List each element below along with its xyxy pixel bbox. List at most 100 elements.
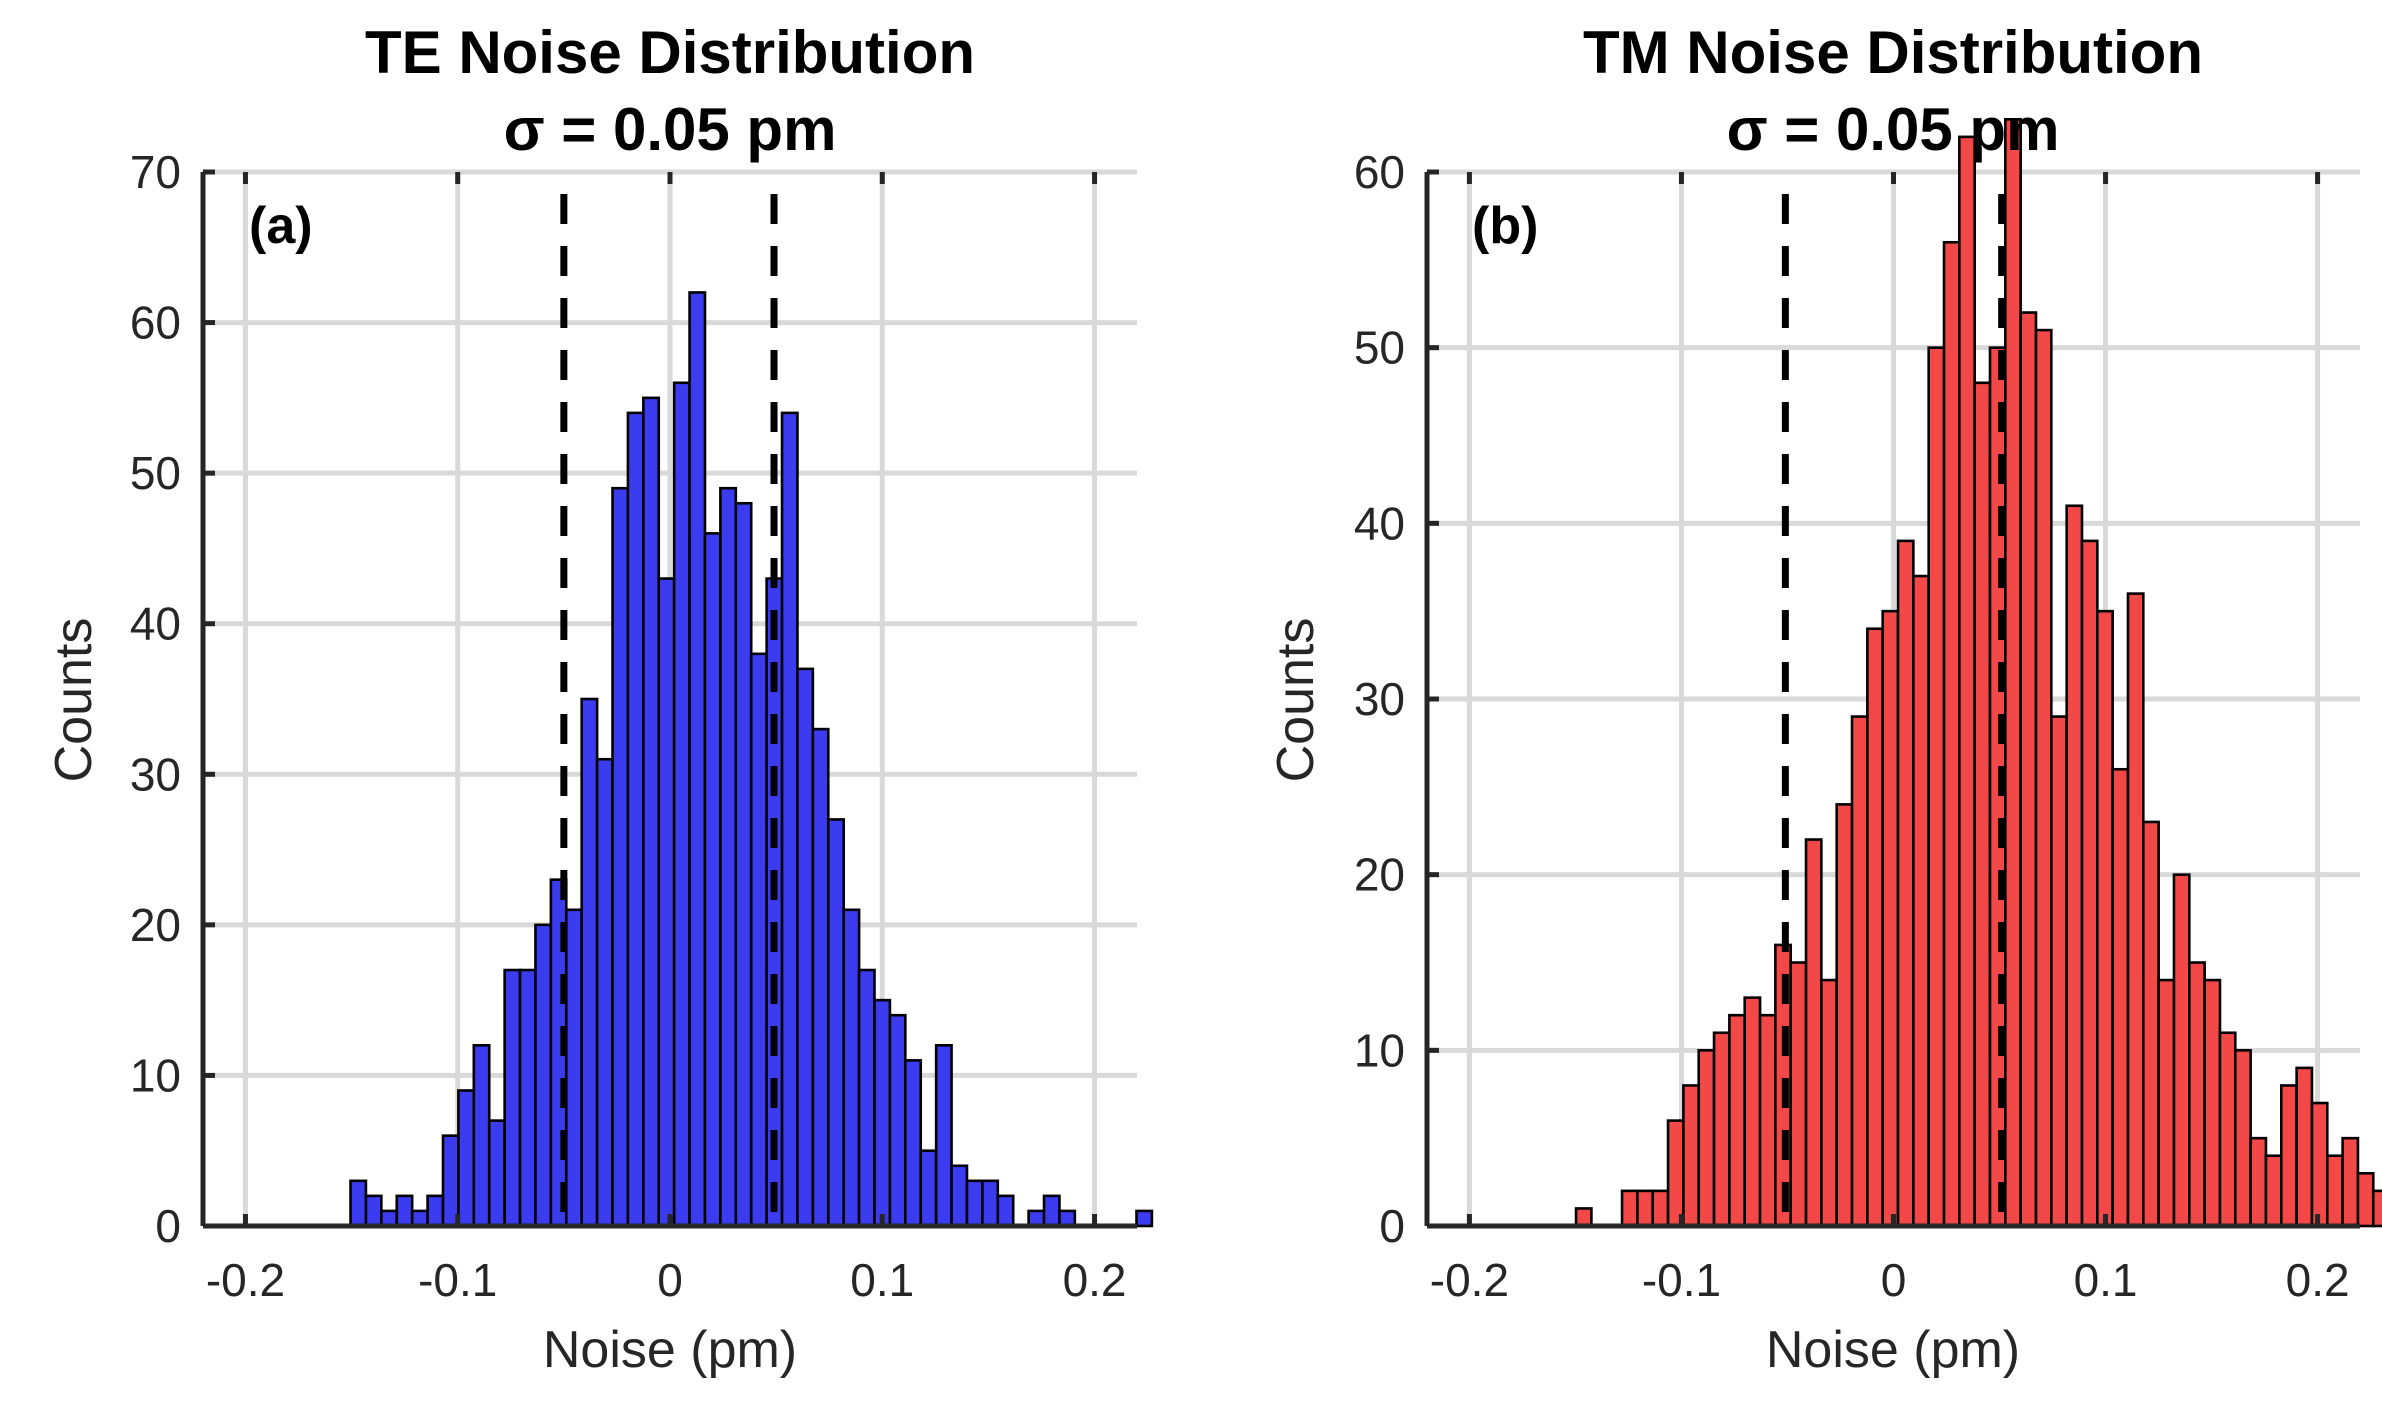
x-tick-label-te: 0.2 [1063, 1254, 1127, 1306]
histogram-bar-te [426, 1194, 445, 1228]
histogram-bar-tm [1866, 627, 1884, 1228]
histogram-bar-tm [2249, 1136, 2268, 1228]
panel-label-a: (a) [249, 197, 313, 255]
histogram-bar-tm [2203, 978, 2222, 1228]
histogram-bar-te [842, 908, 861, 1228]
y-tick-label-tm: 60 [1354, 146, 1405, 198]
histogram-bar-tm [2019, 311, 2038, 1228]
histogram-bar-te [904, 1059, 923, 1228]
histogram-bar-tm [1912, 574, 1930, 1228]
chart-subtitle-tm: σ = 0.05 pm [1727, 96, 2060, 163]
y-tick-label-te: 40 [130, 598, 181, 650]
histogram-bar-te [364, 1194, 383, 1228]
histogram-bar-tm [2295, 1066, 2314, 1228]
y-tick-label-te: 20 [130, 899, 181, 951]
histogram-bar-te [457, 1089, 476, 1228]
histogram-bar-te [780, 411, 799, 1228]
histogram-bar-tm [1942, 240, 1961, 1228]
histogram-bar-te [734, 501, 753, 1228]
histogram-bar-tm [2034, 328, 2053, 1228]
histogram-bar-tm [2126, 592, 2145, 1228]
y-tick-label-tm: 30 [1354, 673, 1405, 725]
histogram-bar-te [518, 968, 537, 1228]
tm-histogram-panel: -0.2 -0.1 0 0.1 0.2 0 10 20 30 40 50 60 TM Noise Di… [1267, 19, 2382, 1379]
histogram-bar-tm [1712, 1031, 1731, 1228]
y-tick-label-tm: 20 [1354, 849, 1405, 901]
histogram-bar-te [534, 923, 553, 1228]
histogram-bar-tm [1651, 1189, 1670, 1228]
histogram-bar-te [857, 968, 876, 1228]
y-tick-label-te: 60 [130, 297, 181, 349]
histogram-bar-te [826, 818, 845, 1228]
chart-title-tm: TM Noise Distribution [1583, 19, 2203, 86]
histogram-bar-te [441, 1134, 460, 1228]
histogram-bar-tm [1973, 381, 1992, 1228]
histogram-bar-te [626, 411, 645, 1228]
histogram-bar-tm [1881, 609, 1900, 1228]
histogram-bar-te [811, 727, 830, 1228]
histogram-bar-te [595, 757, 614, 1228]
x-tick-label-tm: 0.1 [2074, 1254, 2138, 1306]
x-tick-label-te: 0.1 [850, 1254, 914, 1306]
histogram-bar-tm [2325, 1154, 2344, 1228]
x-axis-label-te: Noise (pm) [543, 1321, 797, 1379]
y-tick-label-te: 30 [130, 748, 181, 800]
histogram-bar-te [564, 908, 583, 1228]
x-axis-label-tm: Noise (pm) [1766, 1321, 2020, 1379]
histogram-bar-tm [2096, 609, 2114, 1228]
x-tick-label-te: -0.1 [418, 1254, 497, 1306]
histogram-bar-te [580, 697, 599, 1228]
histogram-bar-tm [1682, 1084, 1701, 1228]
x-tick-label-tm: 0.2 [2286, 1254, 2350, 1306]
histogram-bar-tm [2341, 1136, 2360, 1228]
histogram-bar-te [642, 396, 661, 1228]
histogram-bar-tm [1758, 1013, 1777, 1228]
te-histogram-panel: -0.2 -0.1 0 0.1 0.2 0 10 20 30 40 50 60 70 TE Noise … [45, 19, 1154, 1379]
histogram-bar-te [1135, 1209, 1154, 1228]
histogram-bar-tm [1574, 1207, 1593, 1228]
histogram-bar-tm [2188, 961, 2206, 1228]
histogram-bar-tm [2111, 767, 2130, 1228]
histogram-bar-te [796, 667, 815, 1228]
histogram-bar-tm [2264, 1154, 2283, 1228]
x-tick-label-te: 0 [657, 1254, 683, 1306]
histogram-bar-tm [1728, 1013, 1747, 1228]
histogram-bar-te [472, 1044, 491, 1228]
histogram-bar-te [503, 968, 522, 1228]
histogram-bar-tm [2371, 1189, 2382, 1228]
histogram-bar-tm [1850, 715, 1869, 1228]
histogram-bar-tm [1697, 1049, 1716, 1228]
y-tick-label-tm: 40 [1354, 497, 1405, 549]
histogram-bar-tm [1636, 1189, 1655, 1228]
histogram-bar-te [349, 1179, 368, 1228]
histogram-bar-tm [1896, 539, 1915, 1228]
histogram-bar-tm [1666, 1119, 1685, 1228]
histogram-bar-te [719, 486, 738, 1228]
chart-title-te: TE Noise Distribution [365, 19, 975, 86]
histogram-bar-tm [1958, 135, 1976, 1228]
y-tick-label-te: 10 [130, 1049, 181, 1101]
histogram-bar-tm [2356, 1172, 2375, 1228]
y-tick-label-te: 0 [155, 1200, 181, 1252]
histogram-bar-tm [2310, 1101, 2329, 1228]
histogram-bar-tm [1620, 1189, 1639, 1228]
histogram-bar-te [688, 291, 707, 1228]
x-tick-label-tm: -0.1 [1642, 1254, 1721, 1306]
histogram-bar-tm [1820, 978, 1838, 1228]
histogram-bar-tm [1804, 838, 1823, 1228]
histogram-bar-te [981, 1179, 1000, 1228]
histogram-bar-tm [2279, 1084, 2298, 1228]
x-tick-label-tm: 0 [1881, 1254, 1907, 1306]
histogram-bar-te [487, 1119, 506, 1228]
y-axis-label-tm: Counts [1267, 618, 1325, 783]
histogram-bar-tm [2142, 820, 2160, 1228]
histogram-bar-tm [1927, 346, 1946, 1228]
histogram-bar-te [657, 577, 676, 1228]
histogram-bar-tm [2233, 1049, 2252, 1228]
histogram-bar-te [749, 652, 768, 1228]
histogram-bar-te [919, 1149, 938, 1228]
y-tick-label-tm: 10 [1354, 1024, 1405, 1076]
histogram-bar-tm [2080, 539, 2099, 1228]
histogram-bar-te [672, 381, 691, 1228]
